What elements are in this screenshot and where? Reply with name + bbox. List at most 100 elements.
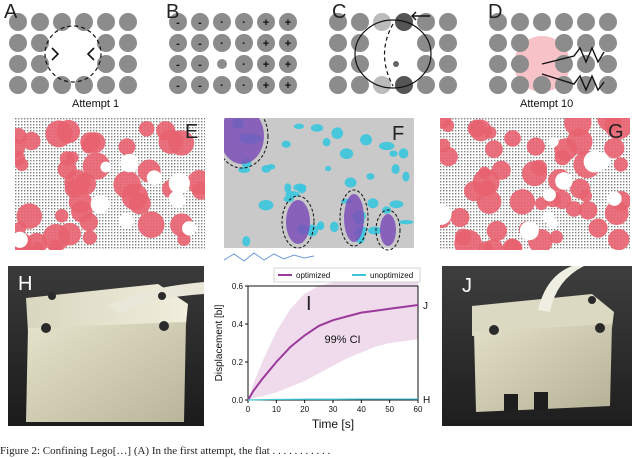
sim-particle xyxy=(48,239,63,250)
grid-particle xyxy=(329,34,347,52)
sim-particle xyxy=(454,229,482,250)
grid-particle xyxy=(599,13,617,31)
figure-caption: Figure 2: Confining Lego[…] (A) In the f… xyxy=(0,445,331,457)
sim-particle xyxy=(242,236,251,247)
grid-particle xyxy=(417,76,435,94)
grid-particle xyxy=(489,55,507,73)
sim-gap xyxy=(146,170,162,186)
charge-sign: + xyxy=(285,17,291,29)
sim-particle xyxy=(285,191,300,198)
y-tick-label: 0.0 xyxy=(232,396,244,405)
grid-particle xyxy=(511,55,529,73)
grid-particle xyxy=(555,13,573,31)
cluster xyxy=(224,118,264,164)
charge-sign: · xyxy=(220,38,224,50)
arrow-icon xyxy=(51,47,60,61)
panel-h-label: H xyxy=(18,273,33,295)
panel-a-label: A xyxy=(4,1,18,23)
charge-sign: · xyxy=(242,17,246,29)
charge-sign: + xyxy=(285,38,291,50)
sim-gap xyxy=(170,193,186,209)
charge-sign: - xyxy=(176,80,180,92)
grid-particle xyxy=(235,55,253,73)
grid-particle xyxy=(417,13,435,31)
sim-gap xyxy=(548,136,559,148)
legend-box xyxy=(273,267,421,283)
x-axis-label: Time [s] xyxy=(312,417,354,431)
dashed-path xyxy=(384,23,394,87)
grid-particle xyxy=(169,34,187,52)
y-axis-label: Displacement [bl] xyxy=(214,304,225,381)
sim-particle xyxy=(138,121,155,137)
ci-annotation: 99% CI xyxy=(325,334,361,346)
sim-gap xyxy=(542,188,556,202)
x-tick-label: 60 xyxy=(414,405,423,414)
spring-icon xyxy=(541,46,605,65)
panel-b-label: B xyxy=(166,1,180,23)
charge-sign: · xyxy=(220,80,224,92)
grid-particle xyxy=(9,55,27,73)
sim-particle xyxy=(483,238,504,250)
sim-particle xyxy=(258,199,274,211)
panel-g: G xyxy=(440,118,630,250)
grid-particle xyxy=(119,55,137,73)
series-line-optimized xyxy=(247,304,419,401)
sim-particle xyxy=(15,221,27,234)
charge-sign: - xyxy=(198,80,202,92)
grid-particle xyxy=(9,13,27,31)
sim-particle xyxy=(322,138,331,147)
grid-particle xyxy=(489,76,507,94)
grid-particle xyxy=(599,76,617,94)
grid-particle xyxy=(75,13,93,31)
series-end-label: J xyxy=(423,301,428,312)
grid-particle xyxy=(97,55,115,73)
grid-particle xyxy=(395,76,413,94)
sim-particle xyxy=(521,160,548,187)
grid-particle xyxy=(555,76,573,94)
y-tick-label: 0.6 xyxy=(232,282,244,291)
sim-particle xyxy=(191,181,205,200)
sim-gap xyxy=(100,161,112,173)
sim-particle xyxy=(137,211,165,239)
sim-particle xyxy=(293,183,307,192)
cluster-outline xyxy=(339,189,369,247)
legend-entry: optimized xyxy=(296,271,330,280)
panel-c: C xyxy=(320,0,480,118)
panel-j: J xyxy=(442,266,632,426)
grid-particle xyxy=(393,61,399,67)
grid-particle xyxy=(351,76,369,94)
sim-particle xyxy=(293,123,305,129)
panel-g-graphic xyxy=(440,118,630,250)
panel-f: F xyxy=(224,118,414,268)
sim-gap xyxy=(15,231,28,248)
charge-sign: + xyxy=(285,80,291,92)
sim-particle xyxy=(579,189,593,203)
grid-particle xyxy=(9,34,27,52)
sim-particle xyxy=(478,166,491,180)
charge-sign: - xyxy=(176,17,180,29)
grid-particle xyxy=(191,13,209,31)
grid-particle xyxy=(217,59,227,69)
grid-particle xyxy=(511,76,529,94)
sim-gap xyxy=(555,172,573,190)
sim-particle xyxy=(391,164,400,175)
sim-gap xyxy=(90,194,110,214)
charge-sign: - xyxy=(198,59,202,71)
cluster xyxy=(344,194,364,242)
sim-particle xyxy=(398,148,409,159)
grid-particle xyxy=(235,76,253,94)
grid-particle xyxy=(395,13,413,31)
x-tick-label: 30 xyxy=(329,405,338,414)
grid-particle xyxy=(97,34,115,52)
sim-particle xyxy=(64,169,91,196)
sim-particle xyxy=(486,220,507,242)
sim-particle xyxy=(504,130,521,147)
sim-particle xyxy=(534,197,548,211)
sim-particle xyxy=(59,151,75,166)
sim-gap xyxy=(519,221,539,241)
sim-particle xyxy=(281,140,291,148)
series-end-label: H xyxy=(423,395,430,406)
sim-particle xyxy=(344,177,357,188)
grid-particle xyxy=(213,34,231,52)
